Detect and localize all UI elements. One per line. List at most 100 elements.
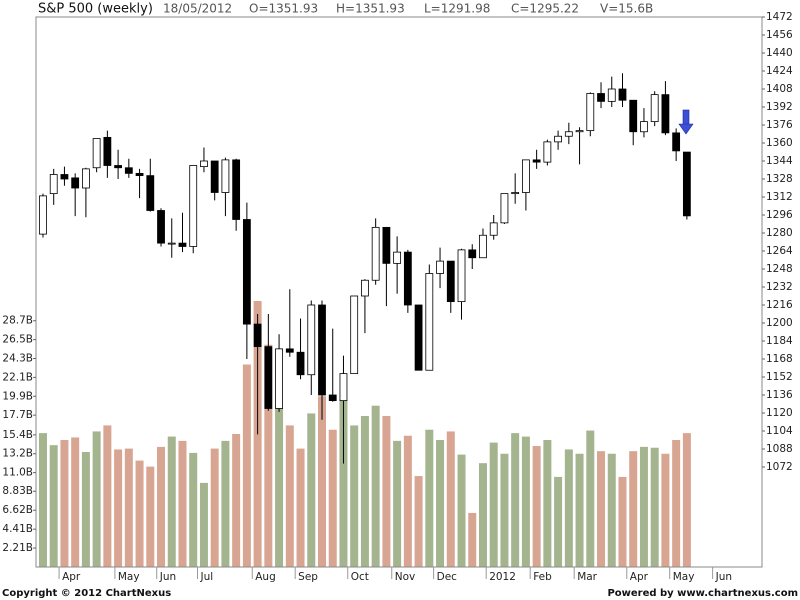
candle-body	[82, 168, 90, 189]
candle-body	[618, 88, 627, 101]
candle-body	[318, 304, 326, 396]
x-tick-label: May	[118, 571, 140, 583]
candle-body	[114, 165, 122, 169]
volume-bar	[382, 415, 391, 567]
volume-bar	[468, 512, 477, 567]
volume-bar	[650, 447, 659, 567]
volume-bar	[360, 415, 369, 567]
y-tick-label: 1072	[766, 461, 793, 473]
candle-body	[650, 94, 659, 123]
quote-date: 18/05/2012	[163, 2, 232, 16]
quote-low: L=1291.98	[424, 2, 490, 16]
quote-volume: V=15.6B	[600, 2, 653, 16]
candle-body	[146, 175, 155, 211]
candle-body	[178, 242, 187, 247]
x-tick-label: 2012	[489, 571, 516, 583]
volume-bar	[511, 433, 520, 567]
volume-bar	[124, 448, 133, 567]
candle-body	[543, 141, 552, 163]
volume-bar	[189, 452, 198, 567]
volume-bar	[543, 440, 552, 567]
volume-bar	[285, 425, 294, 567]
volume-bar	[446, 431, 455, 567]
y-tick-label: 1264	[766, 245, 793, 257]
candle-body	[371, 226, 380, 281]
volume-bar	[586, 430, 595, 567]
volume-bar	[103, 425, 112, 567]
volume-tick-label: 8.83B	[2, 485, 33, 497]
x-tick-label: Oct	[351, 571, 369, 583]
volume-bar	[618, 476, 627, 567]
candle-body	[597, 93, 605, 102]
volume-tick-label: 26.5B	[2, 334, 33, 346]
volume-bar	[521, 436, 530, 567]
volume-bar	[339, 399, 348, 567]
x-tick-label: Nov	[395, 571, 416, 583]
copyright: Copyright © 2012 ChartNexus	[2, 588, 171, 599]
candle-body	[522, 159, 530, 193]
volume-bar	[371, 405, 380, 567]
x-tick-label: Apr	[630, 571, 649, 583]
candle-body	[39, 195, 47, 235]
y-tick-label: 1104	[766, 425, 793, 437]
volume-bar	[264, 344, 273, 567]
y-tick-label: 1328	[766, 173, 793, 185]
volume-bar	[554, 476, 563, 567]
volume-bar	[71, 437, 80, 567]
y-tick-label: 1344	[766, 155, 793, 167]
volume-bar	[489, 442, 498, 567]
y-tick-label: 1296	[766, 209, 793, 221]
candle-body	[200, 160, 208, 168]
volume-bar	[318, 396, 326, 567]
candle-body	[242, 219, 251, 325]
y-tick-label: 1232	[766, 281, 793, 293]
volume-bar	[242, 364, 251, 567]
volume-bar	[414, 476, 423, 567]
volume-bar	[425, 429, 434, 567]
candle-body	[361, 279, 369, 297]
candle-body	[457, 249, 466, 303]
candle-body	[629, 99, 638, 133]
y-tick-label: 1440	[766, 47, 793, 59]
y-tick-label: 1280	[766, 227, 793, 239]
candle-body	[339, 373, 348, 402]
volume-bar	[436, 440, 445, 567]
y-tick-label: 1136	[766, 389, 793, 401]
volume-tick-label: 17.7B	[2, 409, 33, 421]
arrow-head	[678, 123, 694, 135]
volume-bar	[296, 448, 305, 567]
volume-tick-label: 6.62B	[2, 504, 33, 516]
y-tick-label: 1392	[766, 101, 793, 113]
volume-bar	[457, 454, 466, 567]
candle-body	[71, 177, 80, 189]
candle-body	[532, 159, 541, 163]
x-tick-label: Mar	[577, 571, 597, 583]
candle-body	[264, 346, 273, 409]
volume-bar	[307, 413, 316, 567]
candle-body	[210, 160, 219, 193]
candle-body	[607, 88, 616, 102]
chart-title: S&P 500 (weekly)	[38, 2, 153, 17]
candle-body	[554, 135, 562, 143]
y-tick-label: 1408	[766, 83, 793, 95]
candle-body	[135, 172, 144, 177]
x-tick-label: Apr	[62, 571, 81, 583]
y-tick-label: 1168	[766, 353, 793, 365]
y-tick-label: 1152	[766, 371, 793, 383]
candle-body	[511, 192, 520, 195]
x-tick-label: Jul	[200, 571, 214, 583]
y-tick-label: 1216	[766, 299, 793, 311]
y-tick-label: 1200	[766, 317, 793, 329]
y-tick-label: 1120	[766, 407, 793, 419]
candle-body	[414, 304, 423, 371]
volume-bar	[682, 433, 691, 567]
candle-body	[124, 167, 133, 174]
x-tick-label: Sep	[298, 571, 318, 583]
y-tick-label: 1088	[766, 443, 793, 455]
candle-body	[672, 132, 681, 152]
y-tick-label: 1472	[766, 11, 793, 23]
candle-body	[328, 394, 337, 402]
volume-bar	[275, 406, 284, 567]
volume-bar	[114, 449, 123, 567]
